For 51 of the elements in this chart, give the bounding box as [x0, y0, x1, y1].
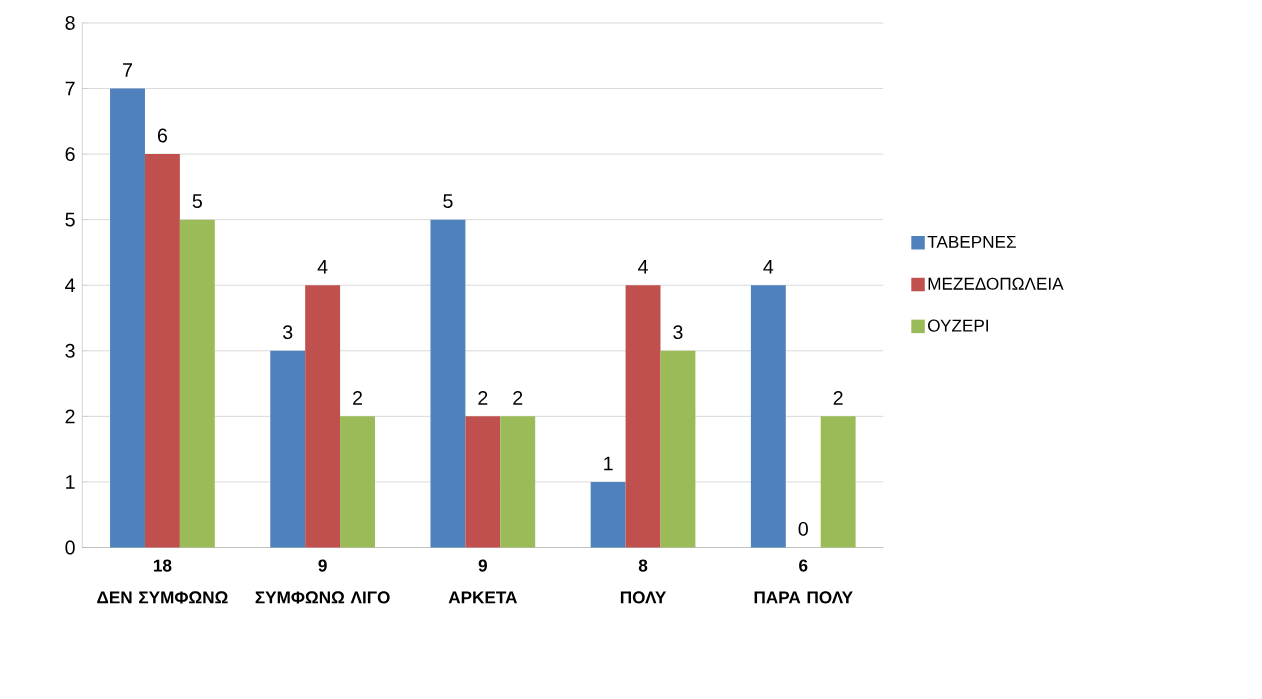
data-label: 0 [798, 522, 808, 537]
total-label: 8 [638, 559, 648, 572]
data-label: 2 [353, 391, 362, 405]
y-tick-label: 3 [65, 344, 75, 358]
total-label: 9 [318, 559, 327, 572]
data-label: 4 [763, 260, 774, 274]
bar [110, 88, 145, 548]
bar [430, 219, 466, 548]
y-tick-label: 4 [65, 278, 75, 293]
bar [750, 285, 786, 548]
bar [820, 416, 856, 548]
data-label: 4 [317, 260, 328, 274]
total-label: 9 [478, 559, 487, 572]
x-tick-label: ΔΕΝ ΣΥΜΦΩΝΩ [97, 591, 228, 604]
bar [465, 416, 501, 548]
y-tick-label: 8 [65, 16, 75, 31]
bar [144, 154, 180, 548]
y-tick-label: 5 [65, 213, 75, 227]
bar [590, 482, 626, 548]
legend-label: ΤΑΒΕΡΝΕΣ [927, 236, 1016, 248]
data-label: 5 [192, 194, 202, 209]
total-label: 6 [799, 559, 808, 572]
bar [660, 350, 696, 548]
total-label: 18 [153, 559, 172, 572]
bar [625, 285, 661, 548]
y-tick-label: 6 [65, 147, 75, 162]
y-tick-label: 1 [66, 475, 75, 489]
bar [500, 416, 536, 548]
y-tick-label: 0 [65, 540, 75, 555]
x-tick-label: ΠΟΛΥ [620, 591, 667, 604]
data-label: 4 [638, 260, 648, 274]
data-label: 2 [513, 391, 523, 405]
bar [270, 350, 306, 548]
x-tick-label: ΠΑΡΑ ΠΟΛΥ [754, 591, 853, 604]
y-tick-label: 2 [65, 409, 75, 424]
x-tick-label: ΣΥΜΦΩΝΩ ΛΙΓΟ [255, 591, 390, 604]
x-tick-label: ΑΡΚΕΤΑ [448, 591, 517, 604]
data-label: 6 [157, 128, 167, 143]
y-tick-label: 7 [65, 81, 75, 96]
legend-label: ΜΕΖΕΔΟΠΩΛΕΙΑ [928, 277, 1064, 291]
bar [305, 285, 341, 548]
data-label: 7 [123, 63, 132, 78]
data-label: 2 [833, 391, 843, 405]
bar [179, 219, 215, 548]
legend-label: ΟΥΖΕΡΙ [928, 319, 988, 332]
data-label: 3 [673, 325, 683, 340]
data-label: 5 [443, 194, 453, 209]
data-label: 2 [478, 391, 488, 405]
data-label: 1 [604, 456, 613, 471]
data-label: 3 [283, 325, 293, 340]
bar [340, 416, 375, 548]
